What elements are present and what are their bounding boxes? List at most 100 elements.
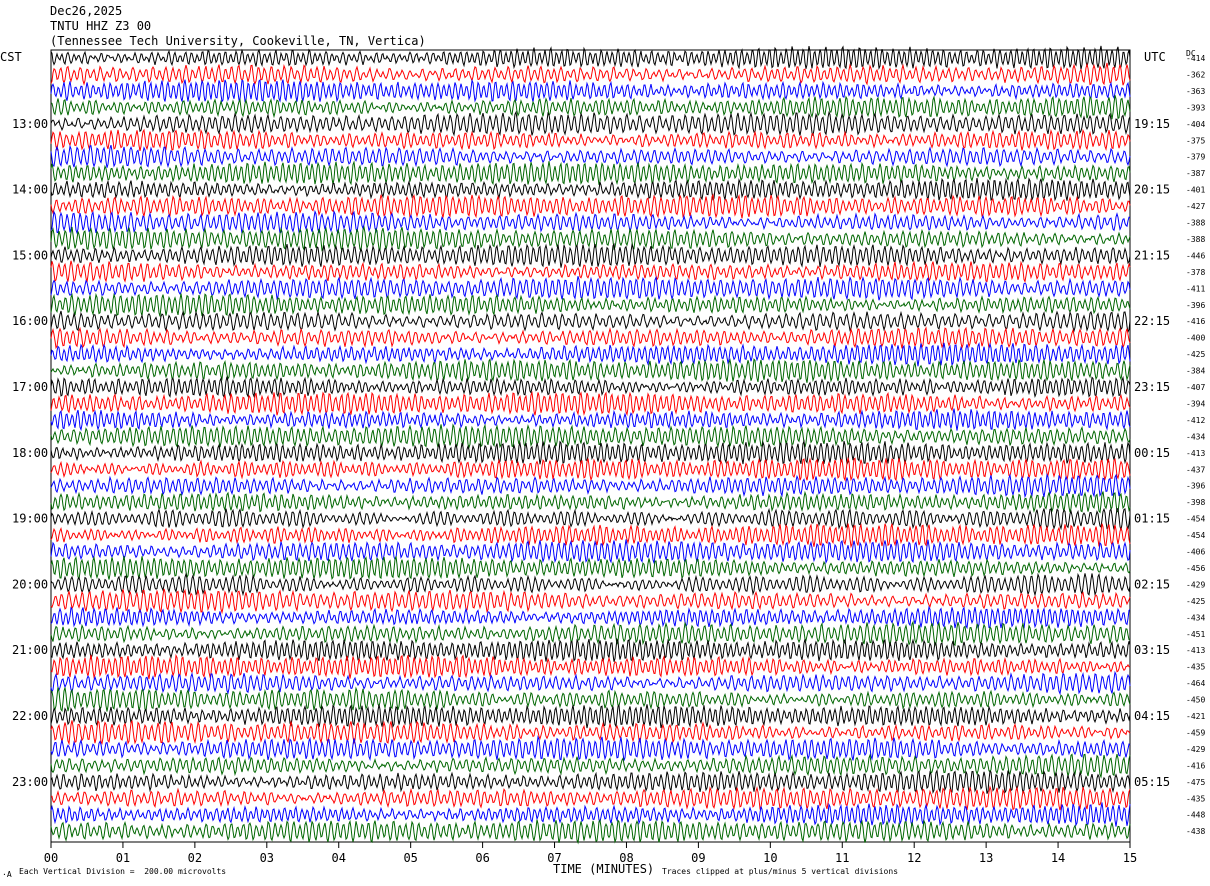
- seismic-trace: [50, 588, 1131, 615]
- seismic-trace: [50, 375, 1131, 399]
- seismic-trace: [50, 539, 1131, 565]
- seismic-trace: [50, 390, 1131, 417]
- dc-offset-label: -454: [1186, 531, 1205, 540]
- utc-hour-label: 20:15: [1134, 183, 1170, 197]
- seismic-trace: [50, 802, 1131, 827]
- seismic-trace: [50, 423, 1131, 450]
- dc-offset-label: -475: [1186, 778, 1205, 787]
- seismic-trace: [50, 160, 1131, 186]
- dc-offset-label: -464: [1186, 679, 1205, 688]
- dc-offset-label: -379: [1186, 153, 1205, 162]
- x-axis: 00 01 02 03 04 05 06 07 08 09 10 11 12 13 14 15: [44, 842, 1137, 865]
- dc-offset-label: -406: [1186, 548, 1205, 557]
- dc-offset-label: -427: [1186, 202, 1205, 211]
- seismic-trace: [50, 342, 1131, 367]
- dc-offset-label: -448: [1186, 811, 1205, 820]
- dc-offset-label: -407: [1186, 383, 1205, 392]
- dc-offset-label: -384: [1186, 367, 1205, 376]
- dc-offset-label: -421: [1186, 712, 1205, 721]
- dc-offset-label: -396: [1186, 301, 1205, 310]
- dc-offset-label: -416: [1186, 761, 1205, 770]
- dc-offset-label: -429: [1186, 745, 1205, 754]
- cst-hour-label: 21:00: [12, 643, 48, 657]
- location-label: (Tennessee Tech University, Cookeville, …: [50, 34, 426, 48]
- seismic-trace: [50, 490, 1131, 514]
- seismic-trace: [50, 260, 1131, 284]
- dc-offset-label: -414: [1186, 54, 1205, 63]
- x-tick-label: 08: [619, 851, 633, 865]
- dc-offset-label: -425: [1186, 597, 1205, 606]
- x-tick-label: 13: [979, 851, 993, 865]
- seismic-trace: [50, 637, 1131, 662]
- x-tick-label: 01: [116, 851, 130, 865]
- cst-timezone-label: CST: [0, 50, 22, 64]
- seismic-trace: [50, 572, 1131, 597]
- seismic-trace: [50, 719, 1131, 746]
- x-tick-label: 06: [475, 851, 489, 865]
- seismic-trace: [50, 439, 1131, 466]
- seismic-trace: [50, 620, 1131, 647]
- seismic-trace: [50, 735, 1131, 761]
- seismic-trace: [50, 78, 1131, 103]
- utc-hour-label: 01:15: [1134, 512, 1170, 526]
- x-tick-label: 07: [547, 851, 561, 865]
- dc-offset-label: -435: [1186, 663, 1205, 672]
- x-tick-label: 10: [763, 851, 777, 865]
- cst-hour-label: 18:00: [12, 446, 48, 460]
- seismic-trace: [50, 605, 1131, 630]
- utc-hour-label: 04:15: [1134, 709, 1170, 723]
- x-tick-label: 11: [835, 851, 849, 865]
- seismic-trace: [50, 144, 1131, 169]
- seismic-trace: [50, 686, 1131, 713]
- utc-hour-label: 00:15: [1134, 446, 1170, 460]
- dc-offset-label: -362: [1186, 70, 1205, 79]
- seismic-trace: [50, 507, 1131, 531]
- seismic-trace: [50, 818, 1131, 845]
- dc-offset-label: -413: [1186, 646, 1205, 655]
- cst-hour-label: 23:00: [12, 775, 48, 789]
- seismic-trace: [50, 456, 1131, 482]
- seismic-trace: [50, 472, 1131, 499]
- dc-column-label: DC: [1186, 49, 1196, 58]
- dc-offset-label: -387: [1186, 169, 1205, 178]
- dc-offset-label: -429: [1186, 580, 1205, 589]
- seismic-trace: [50, 242, 1131, 268]
- seismic-trace: [50, 292, 1131, 317]
- seismic-trace: [50, 95, 1131, 120]
- seismic-trace: [50, 128, 1131, 152]
- dc-offset-label: -451: [1186, 630, 1205, 639]
- dc-offset-label: -363: [1186, 87, 1205, 96]
- vertical-division-note: Each Vertical Division = 200.00 microvol…: [19, 867, 227, 876]
- seismic-trace: [50, 523, 1131, 549]
- dc-offset-label: -401: [1186, 186, 1205, 195]
- seismic-trace: [50, 225, 1131, 252]
- dc-offset-label: -450: [1186, 696, 1205, 705]
- seismic-trace: [50, 326, 1131, 350]
- x-tick-label: 05: [403, 851, 417, 865]
- dc-offset-label: -454: [1186, 515, 1205, 524]
- utc-hour-label: 23:15: [1134, 380, 1170, 394]
- seismic-trace: [50, 275, 1131, 301]
- cst-hour-label: 16:00: [12, 314, 48, 328]
- dc-offset-label: -393: [1186, 103, 1205, 112]
- utc-hour-label: 05:15: [1134, 775, 1170, 789]
- dc-offset-label: -437: [1186, 465, 1205, 474]
- utc-timezone-label: UTC: [1144, 50, 1166, 64]
- dc-offset-labels: -414 -362 -363 -393 -404 -375 -379 -387 -401 -427…: [1186, 54, 1205, 836]
- clip-note: Traces clipped at plus/minus 5 vertical …: [662, 867, 899, 876]
- seismic-trace: [51, 785, 1131, 811]
- dc-offset-label: -396: [1186, 482, 1205, 491]
- cst-hour-label: 20:00: [12, 577, 48, 591]
- seismic-trace: [50, 653, 1131, 680]
- right-time-labels: 19:15 20:15 21:15 22:15 23:15 00:15 01:15 02:15…: [1134, 117, 1170, 789]
- seismic-trace: [50, 358, 1131, 383]
- dc-offset-label: -456: [1186, 564, 1205, 573]
- dc-offset-label: -378: [1186, 268, 1205, 277]
- dc-offset-label: -388: [1186, 219, 1205, 228]
- x-tick-label: 12: [907, 851, 921, 865]
- dc-offset-label: -435: [1186, 794, 1205, 803]
- cst-hour-label: 22:00: [12, 709, 48, 723]
- dc-offset-label: -388: [1186, 235, 1205, 244]
- dc-offset-label: -425: [1186, 350, 1205, 359]
